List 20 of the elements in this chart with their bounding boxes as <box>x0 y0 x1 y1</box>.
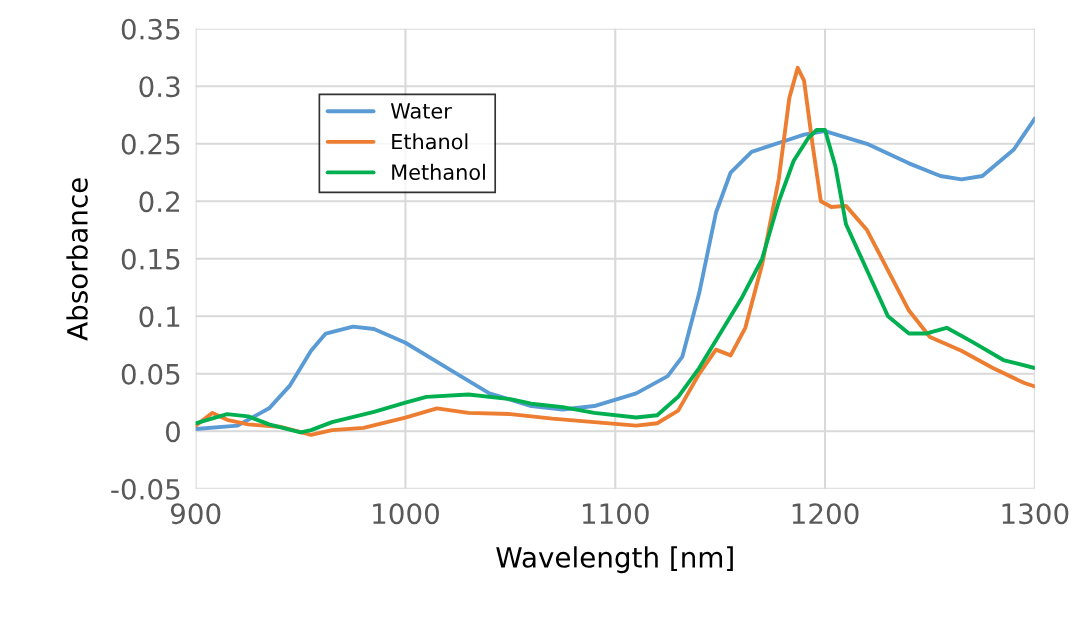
y-tick-label: 0.2 <box>139 191 179 213</box>
legend-label: Methanol <box>392 163 485 180</box>
legend-label: Ethanol <box>392 133 468 150</box>
x-axis-title: Wavelength [nm] <box>496 546 733 574</box>
y-axis-title: Absorbance <box>66 178 88 341</box>
y-tick-label: -0.05 <box>111 478 180 500</box>
y-tick-label: 0 <box>165 421 180 443</box>
y-tick-label: 0.05 <box>121 363 180 385</box>
x-tick-label: 1000 <box>373 503 439 525</box>
y-tick-label: 0.35 <box>121 18 180 40</box>
line-series <box>195 65 1035 437</box>
x-tick-label: 1300 <box>1002 503 1069 525</box>
x-tick-label: 1200 <box>792 503 859 525</box>
y-tick-label: 0.15 <box>121 248 180 270</box>
y-tick-label: 0.25 <box>121 133 180 155</box>
y-tick-label: 0.3 <box>139 76 180 98</box>
x-tick-label: 900 <box>170 503 221 525</box>
legend-label: Water <box>390 103 452 119</box>
y-tick-label: 0.1 <box>139 306 180 328</box>
x-tick-label: 1100 <box>582 503 649 525</box>
